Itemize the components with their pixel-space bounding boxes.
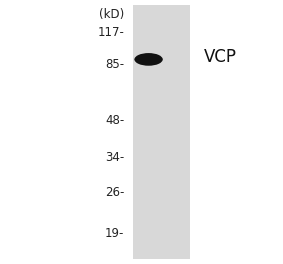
Text: VCP: VCP	[204, 48, 237, 66]
Ellipse shape	[138, 56, 162, 63]
Text: 48-: 48-	[105, 114, 125, 127]
Text: 85-: 85-	[105, 58, 125, 71]
Text: 26-: 26-	[105, 186, 125, 199]
Text: 117-: 117-	[98, 26, 125, 40]
Ellipse shape	[142, 57, 161, 62]
Text: 19-: 19-	[105, 227, 125, 240]
Ellipse shape	[134, 53, 163, 66]
Text: 34-: 34-	[105, 150, 125, 164]
Ellipse shape	[134, 56, 163, 63]
Bar	[133, 5, 190, 259]
Text: (kD): (kD)	[99, 8, 125, 21]
